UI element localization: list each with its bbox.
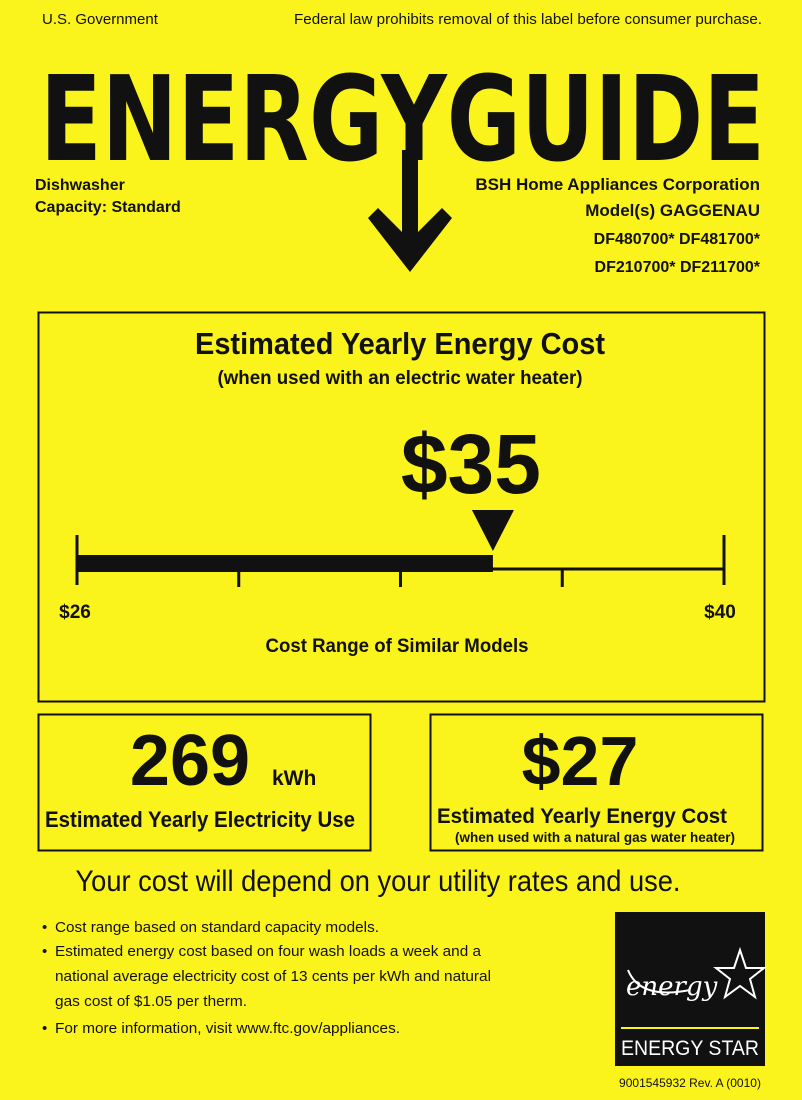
cost-subtitle: (when used with an electric water heater… [218,368,583,389]
models: DF210700* DF211700* [595,259,761,276]
note: gas cost of $1.05 per therm. [55,993,247,1010]
logo-arrow [368,150,452,272]
models: DF480700* DF481700* [594,231,761,248]
logo-star [713,946,767,1000]
models: Model(s) GAGGENAU [585,201,760,220]
electricity-value: 269 [130,721,250,801]
bullet: • [42,943,47,960]
bullet: • [42,1020,47,1037]
logo-swoosh [627,969,691,994]
electricity-caption: Estimated Yearly Electricity Use [45,807,355,832]
legal-notice: Federal law prohibits removal of this la… [294,11,762,28]
capacity: Capacity: Standard [35,199,181,216]
gas-cost-subcaption: (when used with a natural gas water heat… [455,829,735,845]
logo-label: ENERGY STAR [621,1037,759,1060]
note: national average electricity cost of 13 … [55,968,491,985]
cost-value: $35 [401,417,541,511]
electricity-box [37,713,372,852]
appliance-type: Dishwasher [35,177,125,194]
bullet: • [42,919,47,936]
cost-pointer [471,510,514,551]
gas-cost-value: $27 [522,722,639,800]
issuer: U.S. Government [42,11,159,28]
note: Cost range based on standard capacity mo… [55,919,379,936]
rate-statement: Your cost will depend on your utility ra… [76,865,681,898]
label-code: 9001545932 Rev. A (0010) [619,1076,761,1090]
electricity-unit: kWh [272,767,316,790]
note: Estimated energy cost based on four wash… [55,943,482,960]
range-min-label: $26 [59,602,91,623]
cost-title: Estimated Yearly Energy Cost [195,326,605,361]
logo-script: energy [626,972,718,1002]
gas-cost-box [429,713,764,852]
range-max-label: $40 [704,602,736,623]
cost-box [37,311,766,703]
gas-cost-caption: Estimated Yearly Energy Cost [437,805,727,828]
note: For more information, visit www.ftc.gov/… [55,1020,400,1037]
cost-bar [77,555,493,572]
cost-scale: $35 $26 $40 [59,417,736,623]
manufacturer: BSH Home Appliances Corporation [475,175,760,194]
scale-caption: Cost Range of Similar Models [266,636,529,657]
energy-star-logo [615,912,765,1066]
